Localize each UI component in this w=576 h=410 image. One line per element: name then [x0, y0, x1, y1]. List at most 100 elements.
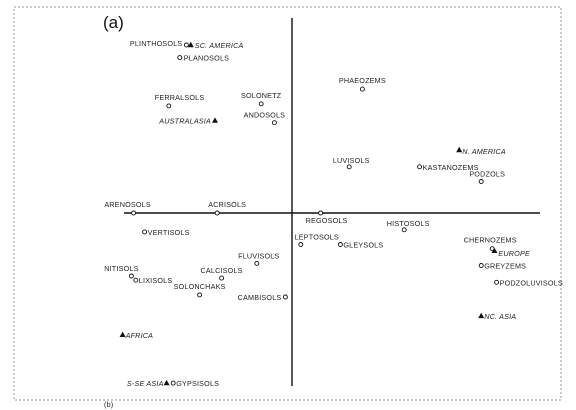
point-gypsisols: GYPSISOLS: [170, 379, 219, 388]
point-label: SOLONCHAKS: [174, 282, 226, 291]
next-panel-label: (b): [104, 400, 113, 409]
point-plinthosols: PLINTHOSOLS: [130, 39, 189, 48]
soil-circle-marker: [258, 101, 264, 107]
point-label: ACRISOLS: [208, 200, 246, 209]
point-label: EUROPE: [498, 249, 530, 258]
point-n-america: N. AMERICA: [456, 146, 506, 156]
point-planosols: PLANOSOLS: [177, 54, 229, 63]
point-label: AFRICA: [125, 331, 154, 340]
point-cambisols: CAMBISOLS: [238, 293, 288, 302]
point-acrisols: ACRISOLS: [208, 200, 246, 216]
point-label: FERRALSOLS: [155, 93, 205, 102]
soil-circle-marker: [478, 179, 484, 184]
region-triangle-marker: [491, 247, 498, 253]
point-label: KASTANOZEMS: [423, 163, 479, 172]
soil-circle-marker: [197, 292, 203, 298]
soil-circle-marker: [346, 164, 352, 170]
point-podzols: PODZOLS: [469, 170, 505, 184]
point-label: S-SE ASIA: [127, 379, 164, 388]
soil-circle-marker: [254, 260, 260, 266]
soil-circle-marker: [166, 103, 172, 109]
point-label: CALCISOLS: [201, 266, 243, 275]
soil-circle-marker: [417, 164, 423, 170]
point-regosols: REGOSOLS: [306, 210, 348, 225]
point-calcisols: CALCISOLS: [201, 266, 243, 281]
point-label: SC. AMERICA: [195, 41, 244, 50]
point-label: ARENOSOLS: [104, 200, 151, 209]
point-africa: AFRICA: [119, 331, 154, 340]
point-label: HISTOSOLS: [387, 219, 430, 228]
soil-circle-marker: [282, 294, 288, 300]
point-ferralsols: FERRALSOLS: [155, 93, 205, 109]
point-luvisols: LUVISOLS: [333, 156, 370, 170]
point-label: CHERNOZEMS: [464, 236, 517, 245]
point-phaeozems: PHAEOZEMS: [339, 76, 386, 92]
soil-circle-marker: [131, 210, 137, 216]
point-label: GREYZEMS: [484, 262, 526, 271]
soil-circle-marker: [183, 42, 189, 48]
point-solonetz: SOLONETZ: [241, 91, 282, 107]
point-label: NC. ASIA: [484, 312, 516, 321]
point-label: CAMBISOLS: [238, 293, 282, 302]
point-podzoluvisols: PODZOLUVISOLS: [494, 278, 563, 287]
point-label: PLANOSOLS: [184, 54, 229, 63]
point-vertisols: VERTISOLS: [142, 228, 190, 237]
point-lixisols: LIXISOLS: [133, 276, 173, 285]
point-label: LEPTOSOLS: [295, 233, 339, 242]
data-points: PLINTHOSOLS SC. AMERICA PLANOSOLS PHAEOZEMS…: [104, 39, 563, 388]
soil-circle-marker: [133, 277, 139, 283]
panel-label: (a): [103, 13, 124, 32]
soil-circle-marker: [271, 120, 277, 126]
soil-circle-marker: [494, 279, 500, 285]
point-label: N. AMERICA: [462, 147, 506, 156]
region-triangle-marker: [456, 146, 463, 153]
point-label: SOLONETZ: [241, 91, 282, 100]
point-gleysols: GLEYSOLS: [337, 241, 383, 250]
soil-circle-marker: [478, 263, 484, 268]
point-label: LIXISOLS: [139, 276, 173, 285]
point-label: VERTISOLS: [148, 228, 190, 237]
soil-circle-marker: [177, 55, 183, 61]
figure-border: [13, 6, 562, 401]
point-nc-asia: NC. ASIA: [478, 312, 516, 321]
point-label: REGOSOLS: [306, 216, 348, 225]
soil-circle-marker: [214, 210, 220, 216]
point-arenosols: ARENOSOLS: [104, 200, 151, 216]
point-andosols: ANDOSOLS: [244, 111, 286, 126]
region-triangle-marker: [119, 331, 126, 337]
region-triangle-marker: [478, 312, 485, 319]
point-histosols: HISTOSOLS: [387, 219, 430, 233]
point-sc-america: SC. AMERICA: [187, 41, 244, 50]
point-label: FLUVISOLS: [238, 251, 279, 260]
soil-circle-marker: [170, 380, 176, 386]
point-label: NITISOLS: [104, 264, 138, 273]
point-label: GLEYSOLS: [343, 241, 383, 250]
point-label: PODZOLS: [469, 170, 505, 179]
region-triangle-marker: [212, 117, 218, 123]
point-australasia: AUSTRALASIA: [158, 117, 218, 126]
soil-circle-marker: [337, 242, 343, 247]
point-label: LUVISOLS: [333, 156, 370, 165]
soil-circle-marker: [318, 210, 324, 216]
soil-circle-marker: [142, 229, 148, 235]
point-fluvisols: FLUVISOLS: [238, 251, 279, 266]
point-label: PHAEOZEMS: [339, 76, 386, 85]
point-leptosols: LEPTOSOLS: [295, 233, 339, 247]
region-triangle-marker: [187, 41, 194, 48]
point-label: GYPSISOLS: [176, 379, 219, 388]
point-label: ANDOSOLS: [244, 111, 286, 120]
point-europe: EUROPE: [491, 247, 530, 258]
point-greyzems: GREYZEMS: [478, 262, 526, 271]
soil-circle-marker: [219, 275, 225, 281]
point-kastanozems: KASTANOZEMS: [417, 163, 479, 172]
soil-circle-marker: [298, 242, 304, 247]
region-triangle-marker: [163, 379, 170, 386]
point-nitisols: NITISOLS: [104, 264, 138, 279]
point-label: PLINTHOSOLS: [130, 39, 183, 48]
point-label: AUSTRALASIA: [158, 117, 211, 126]
point-solonchaks: SOLONCHAKS: [174, 282, 226, 298]
soil-circle-marker: [128, 273, 134, 279]
point-s-se-asia: S-SE ASIA: [127, 379, 170, 388]
soil-circle-marker: [401, 227, 407, 233]
